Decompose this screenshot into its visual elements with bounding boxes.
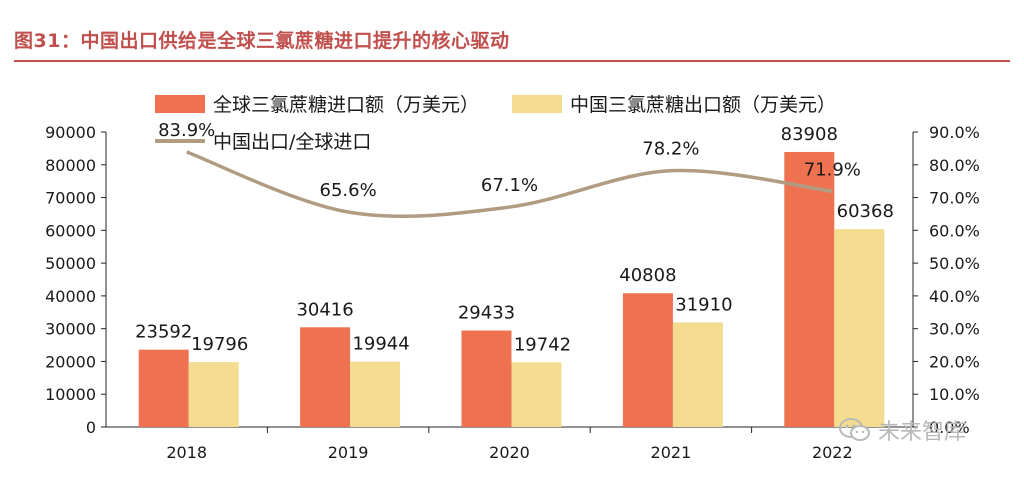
ratio-line xyxy=(186,150,833,219)
import-data-label: 40808 xyxy=(619,265,676,286)
ratio-data-label: 78.2% xyxy=(642,139,699,160)
y-right-tick-label: 30.0% xyxy=(929,320,980,339)
y-left-tick-label: 10000 xyxy=(45,385,96,404)
legend-swatch-import xyxy=(155,95,205,113)
title-underline xyxy=(14,60,1010,62)
legend-label-ratio: 中国出口/全球进口 xyxy=(213,131,371,153)
y-right-tick-label: 60.0% xyxy=(929,221,980,240)
y-left-tick-label: 0 xyxy=(86,418,96,437)
bar-global-import xyxy=(784,151,835,428)
legend-swatch-export xyxy=(512,95,562,113)
bar-global-import xyxy=(461,330,512,427)
y-left-tick-label: 60000 xyxy=(45,221,96,240)
y-left-tick-label: 90000 xyxy=(45,123,96,142)
bar-global-import xyxy=(622,293,673,427)
x-tick-label: 2020 xyxy=(489,443,530,462)
ratio-data-label: 83.9% xyxy=(158,120,215,141)
y-right-tick-label: 50.0% xyxy=(929,254,980,273)
export-data-label: 60368 xyxy=(837,201,894,222)
bar-china-export xyxy=(350,361,401,427)
legend-label-export: 中国三氯蔗糖出口额（万美元） xyxy=(570,94,836,116)
y-left-tick-label: 30000 xyxy=(45,320,96,339)
import-data-label: 29433 xyxy=(458,303,515,324)
y-left-tick-label: 80000 xyxy=(45,156,96,175)
export-data-label: 31910 xyxy=(675,294,732,315)
ratio-data-label: 71.9% xyxy=(804,159,861,180)
y-right-tick-label: 80.0% xyxy=(929,156,980,175)
y-left-tick-label: 70000 xyxy=(45,189,96,208)
x-tick-label: 2019 xyxy=(328,443,369,462)
x-tick-label: 2022 xyxy=(812,443,853,462)
y-right-tick-label: 70.0% xyxy=(929,189,980,208)
import-data-label: 83908 xyxy=(781,124,838,145)
y-right-tick-label: 0.0% xyxy=(929,418,970,437)
watermark-text: 未来智库 xyxy=(878,420,967,445)
y-right-tick-label: 10.0% xyxy=(929,385,980,404)
export-data-label: 19742 xyxy=(514,334,571,355)
wechat-icon xyxy=(839,418,870,441)
y-right-tick-label: 40.0% xyxy=(929,287,980,306)
x-tick-label: 2018 xyxy=(166,443,207,462)
x-tick-label: 2021 xyxy=(651,443,692,462)
bar-china-export xyxy=(511,362,562,427)
y-left-tick-label: 20000 xyxy=(45,352,96,371)
export-data-label: 19796 xyxy=(191,334,248,355)
bar-global-import xyxy=(300,327,351,427)
ratio-data-label: 65.6% xyxy=(320,180,377,201)
ratio-data-label: 67.1% xyxy=(481,175,538,196)
y-right-tick-label: 90.0% xyxy=(929,123,980,142)
export-data-label: 19944 xyxy=(352,334,409,355)
import-data-label: 23592 xyxy=(135,322,192,343)
bar-china-export xyxy=(834,229,885,427)
watermark: 未来智库 xyxy=(838,414,966,446)
import-data-label: 30416 xyxy=(296,299,353,320)
bar-global-import xyxy=(138,349,189,427)
bar-china-export xyxy=(188,362,239,427)
y-right-tick-label: 20.0% xyxy=(929,352,980,371)
bar-china-export xyxy=(672,322,723,427)
figure-title: 图31：中国出口供给是全球三氯蔗糖进口提升的核心驱动 xyxy=(14,30,510,52)
legend-label-import: 全球三氯蔗糖进口额（万美元） xyxy=(213,94,479,116)
y-left-tick-label: 50000 xyxy=(45,254,96,273)
y-left-tick-label: 40000 xyxy=(45,287,96,306)
